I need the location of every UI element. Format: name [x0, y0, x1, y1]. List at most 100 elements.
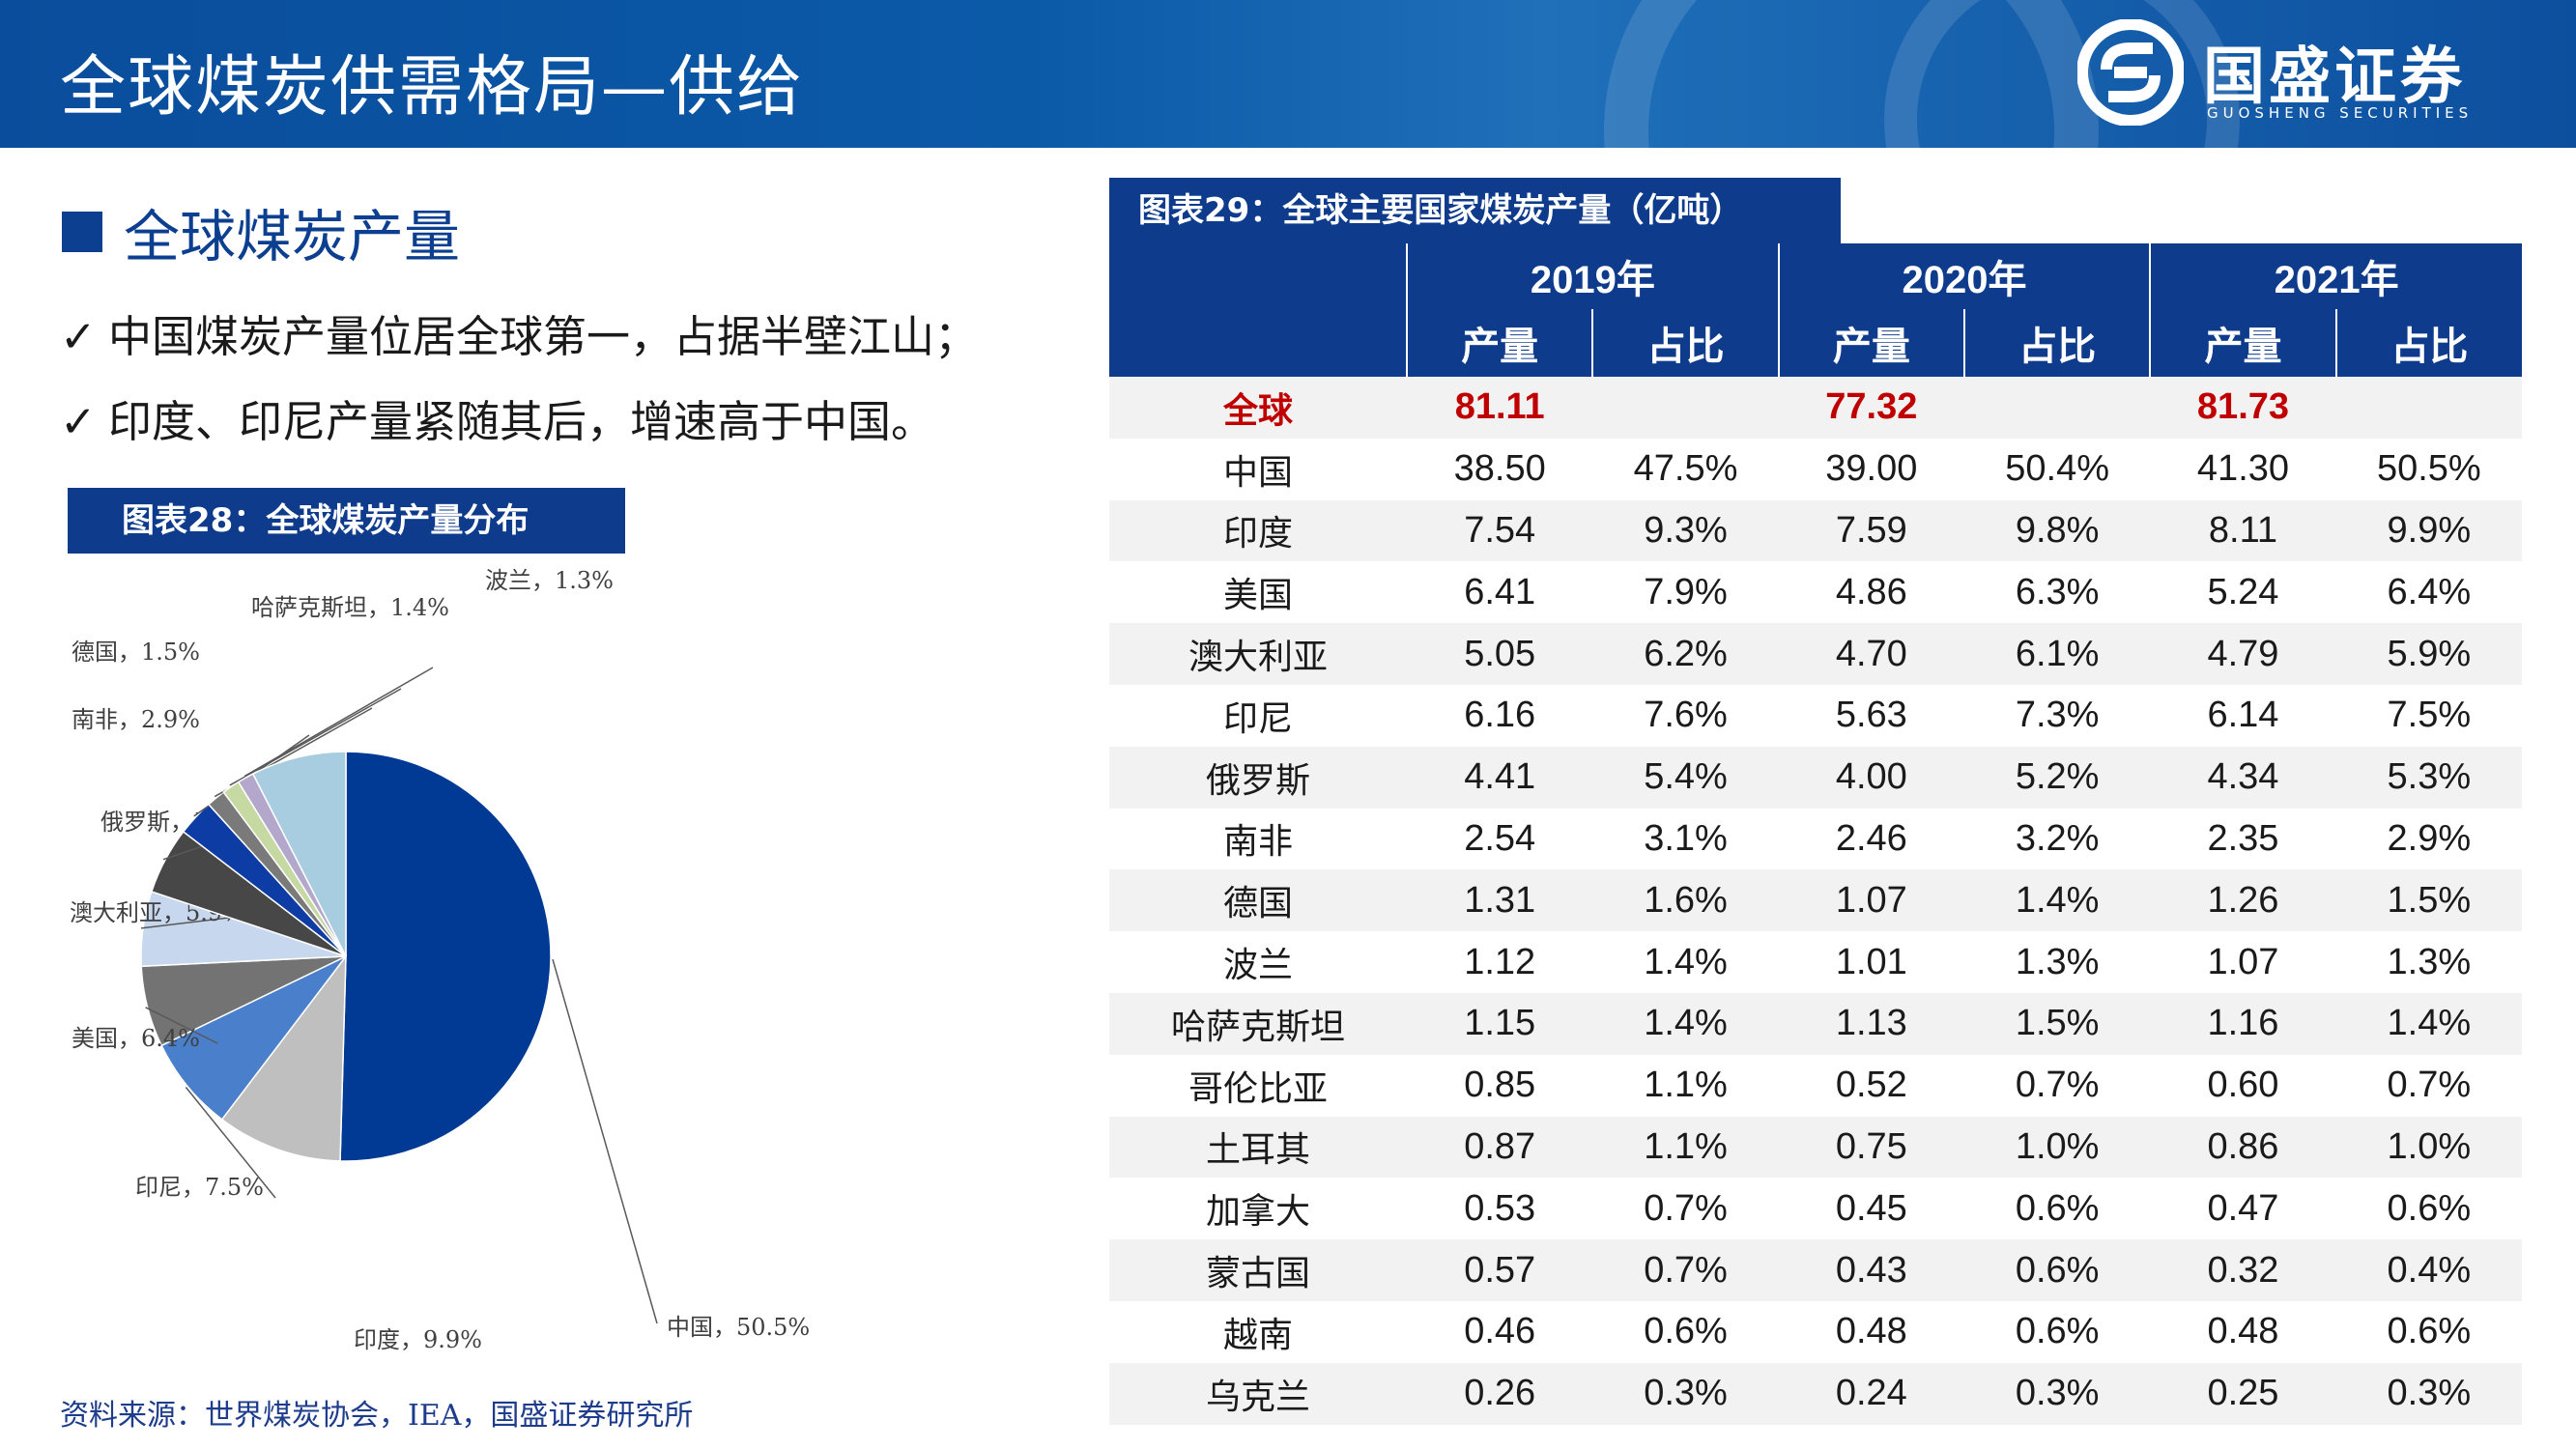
country-name: 乌克兰 — [1109, 1362, 1408, 1425]
output-cell: 0.32 — [2150, 1239, 2336, 1301]
output-cell: 1.13 — [1778, 992, 1964, 1055]
output-cell: 41.30 — [2150, 438, 2336, 500]
brand-name: 国盛证券 — [2203, 42, 2466, 113]
subheader-output: 产量 — [1406, 309, 1593, 377]
brand-subtitle: GUOSHENG SECURITIES — [2207, 104, 2474, 122]
output-cell: 1.16 — [2150, 992, 2336, 1055]
share-cell: 3.2% — [1963, 808, 2151, 870]
output-cell: 0.75 — [1778, 1116, 1964, 1179]
pie-chart-title: 图表28：全球煤炭产量分布 — [68, 488, 625, 554]
share-cell: 1.4% — [1592, 931, 1779, 993]
output-cell: 7.59 — [1778, 499, 1964, 562]
output-cell: 0.24 — [1778, 1362, 1964, 1425]
share-cell: 9.8% — [1963, 499, 2151, 562]
slice-label: 中国，50.5% — [667, 1314, 810, 1341]
subheader-share: 占比 — [1962, 309, 2151, 377]
share-cell: 3.1% — [1592, 808, 1779, 870]
page-title: 全球煤炭供需格局—供给 — [60, 49, 805, 126]
table-total-row: 全球 81.11 77.32 81.73 — [1109, 377, 2522, 439]
output-cell: 0.47 — [2150, 1178, 2336, 1240]
slice-label: 美国，6.4% — [72, 1025, 200, 1052]
table-row: 印度 7.54 9.3% 7.59 9.8% 8.11 9.9% — [1109, 499, 2522, 562]
country-name: 美国 — [1109, 561, 1408, 624]
output-cell: 0.45 — [1778, 1178, 1964, 1240]
share-cell: 0.4% — [2335, 1239, 2522, 1301]
share-cell: 0.3% — [1963, 1362, 2151, 1425]
corner-cell — [1109, 309, 1408, 377]
country-name: 波兰 — [1109, 931, 1408, 993]
share-cell: 50.4% — [1963, 438, 2151, 500]
share-cell: 6.4% — [2335, 561, 2522, 624]
output-cell: 0.48 — [2150, 1300, 2336, 1363]
subheader-row: 产量 占比 产量 占比 产量 占比 — [1109, 309, 2522, 377]
leader-line — [243, 667, 434, 778]
share-cell: 5.9% — [2335, 623, 2522, 685]
bullet-text: 印度、印尼产量紧随其后，增速高于中国。 — [108, 396, 935, 447]
share-cell — [2335, 377, 2522, 439]
output-cell: 81.73 — [2150, 377, 2336, 439]
share-cell — [1592, 377, 1779, 439]
year-header: 2019年 — [1406, 243, 1779, 309]
country-name: 俄罗斯 — [1109, 746, 1408, 809]
country-name: 哥伦比亚 — [1109, 1054, 1408, 1117]
year-header: 2020年 — [1777, 243, 2151, 309]
slice-label: 波兰，1.3% — [485, 567, 614, 594]
pie-slice — [339, 751, 552, 1162]
output-cell: 1.26 — [2150, 869, 2336, 932]
share-cell — [1963, 377, 2151, 439]
share-cell: 6.3% — [1963, 561, 2151, 624]
share-cell: 0.7% — [1592, 1178, 1779, 1240]
table-row: 中国 38.50 47.5% 39.00 50.4% 41.30 50.5% — [1109, 438, 2522, 500]
bullet-text: 中国煤炭产量位居全球第一，占据半壁江山； — [108, 311, 979, 362]
source-note: 资料来源：世界煤炭协会，IEA，国盛证券研究所 — [60, 1399, 694, 1433]
country-name: 土耳其 — [1109, 1116, 1408, 1179]
output-cell: 0.43 — [1778, 1239, 1964, 1301]
output-cell: 77.32 — [1778, 377, 1964, 439]
country-name: 哈萨克斯坦 — [1109, 992, 1408, 1055]
share-cell: 6.2% — [1592, 623, 1779, 685]
output-cell: 8.11 — [2150, 499, 2336, 562]
output-cell: 0.87 — [1407, 1116, 1593, 1179]
output-cell: 0.48 — [1778, 1300, 1964, 1363]
country-name: 澳大利亚 — [1109, 623, 1408, 685]
output-cell: 4.41 — [1407, 746, 1593, 809]
table-row: 俄罗斯 4.41 5.4% 4.00 5.2% 4.34 5.3% — [1109, 746, 2522, 809]
share-cell: 1.3% — [2335, 931, 2522, 993]
output-cell: 1.15 — [1407, 992, 1593, 1055]
table-row: 加拿大 0.53 0.7% 0.45 0.6% 0.47 0.6% — [1109, 1178, 2522, 1240]
country-name: 南非 — [1109, 808, 1408, 870]
table-row: 哈萨克斯坦 1.15 1.4% 1.13 1.5% 1.16 1.4% — [1109, 992, 2522, 1055]
output-cell: 0.60 — [2150, 1054, 2336, 1117]
share-cell: 7.6% — [1592, 684, 1779, 747]
output-cell: 0.25 — [2150, 1362, 2336, 1425]
output-cell: 0.53 — [1407, 1178, 1593, 1240]
table-row: 印尼 6.16 7.6% 5.63 7.3% 6.14 7.5% — [1109, 684, 2522, 747]
table-row: 波兰 1.12 1.4% 1.01 1.3% 1.07 1.3% — [1109, 931, 2522, 993]
pie-slice — [251, 751, 347, 957]
output-cell: 5.05 — [1407, 623, 1593, 685]
pie-slice — [220, 953, 347, 1162]
slice-label: 印尼，7.5% — [135, 1174, 264, 1201]
share-cell: 0.7% — [1592, 1239, 1779, 1301]
output-cell: 0.52 — [1778, 1054, 1964, 1117]
table-row: 哥伦比亚 0.85 1.1% 0.52 0.7% 0.60 0.7% — [1109, 1054, 2522, 1117]
share-cell: 0.3% — [2335, 1362, 2522, 1425]
share-cell: 0.6% — [1592, 1300, 1779, 1363]
share-cell: 0.3% — [1592, 1362, 1779, 1425]
table-body: 全球 81.11 77.32 81.73 中国 38.50 47.5% 39.00 50.4% 4… — [1109, 377, 2522, 1425]
share-cell: 7.5% — [2335, 684, 2522, 747]
output-cell: 0.86 — [2150, 1116, 2336, 1179]
table-row: 土耳其 0.87 1.1% 0.75 1.0% 0.86 1.0% — [1109, 1116, 2522, 1179]
subheader-output: 产量 — [1777, 309, 1964, 377]
output-cell: 1.31 — [1407, 869, 1593, 932]
corner-cell — [1109, 243, 1408, 309]
check-icon: ✓ — [60, 396, 97, 447]
output-cell: 2.46 — [1778, 808, 1964, 870]
slice-label: 南非，2.9% — [72, 706, 200, 733]
share-cell: 7.3% — [1963, 684, 2151, 747]
guosheng-logo-icon — [2077, 19, 2184, 126]
output-cell: 6.14 — [2150, 684, 2336, 747]
bullet-item: ✓ 中国煤炭产量位居全球第一，占据半壁江山； — [60, 301, 978, 364]
share-cell: 1.4% — [1963, 869, 2151, 932]
share-cell: 1.1% — [1592, 1116, 1779, 1179]
